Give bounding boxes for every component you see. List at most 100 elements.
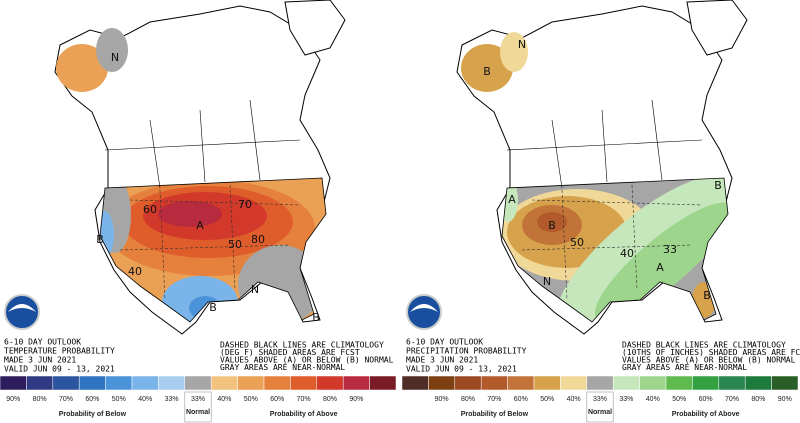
legend-swatch [639,375,667,391]
legend-label: 80% [33,396,47,403]
climatology-line [159,189,166,301]
climatology-line [119,244,291,251]
outlook-note: DASHED BLACK LINES ARE CLIMATOLOGY [220,341,384,350]
legend-label: 40% [138,396,152,403]
probability-area [96,28,128,72]
noaa-logo-gull [8,304,36,312]
border-line [149,119,161,189]
legend-label: 50% [112,396,126,403]
map-label: N [518,38,526,51]
legend-label: 90% [778,396,792,403]
map-label: A [196,219,204,232]
legend-swatch [316,375,344,391]
map-label: 50 [570,236,584,249]
normal-label: Normal [588,409,612,416]
map-label: B [96,233,104,246]
map-label: A [656,261,664,274]
outlook-heading: 6-10 DAY OUTLOOK [406,338,483,347]
outlook-heading: MADE 3 JUN 2021 [4,356,76,365]
legend-swatch [692,375,720,391]
legend-swatch [52,375,80,391]
legend-label: 80% [751,396,765,403]
probability-area [100,211,114,259]
outlook-heading: MADE 3 JUN 2021 [406,356,478,365]
legend-label: 50% [540,396,554,403]
legend-label: 70% [297,396,311,403]
legend-swatch [237,375,265,391]
probability-area [537,212,567,232]
normal-box [184,391,212,423]
legend-swatch [718,375,746,391]
legend-label: 70% [59,396,73,403]
border-line [249,99,261,181]
legend-label: 90% [6,396,20,403]
legend-swatch [369,375,397,391]
map-label: N [251,283,259,296]
climatology-line [531,199,703,206]
noaa-logo [406,294,442,330]
outlook-note: VALUES ABOVE (A) OR BELOW (B) NORMAL [220,356,394,365]
border-line [551,119,563,189]
probability-area [56,44,108,92]
greenland [284,0,346,56]
legend-swatch [665,375,693,391]
legend-label: 60% [85,396,99,403]
map-label: A [508,193,516,206]
map-label: B [548,219,556,232]
us-border [99,177,327,323]
border-line [651,99,663,181]
map-label: N [543,275,551,288]
normal-box [586,391,614,423]
legend-label: 90% [435,396,449,403]
legend-label: 80% [461,396,475,403]
legend-swatch [158,375,186,391]
legend-swatch [454,375,482,391]
above-label: Probability of Above [672,411,740,418]
map-label: B [483,65,491,78]
border-line [104,139,301,151]
legend-label: 70% [487,396,501,403]
outlook-note: (DEG F) SHADED AREAS ARE FCST [220,348,360,357]
legend-swatch [480,375,508,391]
legend-label: 60% [514,396,528,403]
legend-swatch [586,375,614,391]
map-label: 80 [251,233,265,246]
noaa-logo [4,294,40,330]
legend-label: 70% [725,396,739,403]
legend-swatch [78,375,106,391]
climatology-line [521,244,693,251]
outlook-panel: N A B B N B 70 80 60 50 40 6-10 DAY OUTLOOKTEMPERAT… [0,0,397,423]
map-label: B [209,301,217,314]
outlook-heading: 6-10 DAY OUTLOOK [4,338,81,347]
map-label: N [111,51,119,64]
us-border [501,177,729,323]
map-label: 50 [228,238,242,251]
climatology-line [631,184,638,291]
map-label: B [703,289,711,302]
map-label: 33 [663,243,677,256]
legend-swatch [105,375,133,391]
legend-label: 60% [699,396,713,403]
legend-label: 50% [672,396,686,403]
outlook-heading: VALID JUN 09 - 13, 2021 [4,365,115,374]
greenland [686,0,748,56]
probability-area [158,201,222,227]
border-line [506,139,703,151]
climatology-line [561,189,568,301]
legend-label: 90% [349,396,363,403]
legend-swatch [210,375,238,391]
legend-swatch [26,375,54,391]
legend-swatch [0,375,27,391]
legend-swatch [263,375,291,391]
outlook-note: DASHED BLACK LINES ARE CLIMATOLOGY [622,341,786,350]
outlook-note: GRAY AREAS ARE NEAR-NORMAL [220,363,345,372]
border-line [199,109,206,183]
outlook-note: VALUES ABOVE (A) OR BELOW (B) NORMAL [622,356,796,365]
legend-swatch [290,375,318,391]
legend-label: 50% [244,396,258,403]
outlook-note: GRAY AREAS ARE NEAR-NORMAL [622,363,747,372]
map-label: B [714,179,722,192]
legend-label: 40% [646,396,660,403]
legend-label: 33% [191,396,205,403]
